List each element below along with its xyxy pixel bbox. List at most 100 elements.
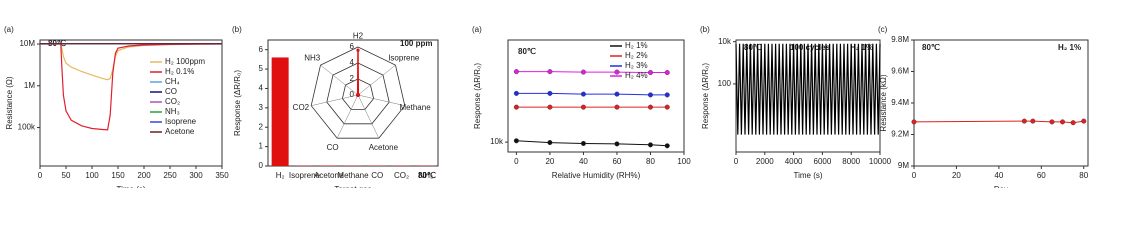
radar-spoke xyxy=(336,94,359,139)
x-tick-label: 50 xyxy=(62,171,71,180)
x-tick-label: 0 xyxy=(734,157,739,166)
marker xyxy=(547,104,553,110)
radar-axis-label: CO xyxy=(327,143,339,152)
marker xyxy=(580,69,586,75)
marker xyxy=(580,140,586,146)
marker xyxy=(547,90,553,96)
x-tick-label: 8000 xyxy=(842,157,860,166)
marker xyxy=(547,140,553,146)
radar-ring xyxy=(310,46,406,139)
x-tick-label: 0 xyxy=(514,157,519,166)
radar-ring xyxy=(326,62,390,125)
marker xyxy=(647,92,653,98)
series-line xyxy=(516,140,668,147)
marker xyxy=(1030,118,1036,124)
marker xyxy=(664,70,670,76)
x-tick-label: 200 xyxy=(137,171,151,180)
panel-label: (a) xyxy=(4,25,14,34)
legend-label: Acetone xyxy=(165,127,195,136)
legend-label: H₂ 1% xyxy=(625,41,648,50)
x-tick-label: 150 xyxy=(111,171,125,180)
x-tick-label: 10000 xyxy=(869,157,892,166)
panel-label: (c) xyxy=(878,25,888,34)
y-tick-label: 100 xyxy=(718,79,732,88)
marker xyxy=(1081,118,1087,124)
radar-axis-label: CO2 xyxy=(293,103,310,112)
y-tick-label: 0 xyxy=(259,161,264,170)
x-tick-label: 0 xyxy=(38,171,43,180)
legend-label: H₂ 2% xyxy=(625,51,648,60)
marker xyxy=(513,104,519,110)
x-axis-label: Time (s) xyxy=(793,171,822,180)
marker xyxy=(1021,118,1027,124)
x-tick-label: Methane xyxy=(337,171,369,180)
y-tick-label: 9.6M xyxy=(891,67,909,76)
x-tick-label: 350 xyxy=(215,171,229,180)
x-tick-label: 300 xyxy=(189,171,203,180)
legend-label: CH₄ xyxy=(165,77,180,86)
x-tick-label: 0 xyxy=(912,171,917,180)
y-tick-label: 9.2M xyxy=(891,130,909,139)
x-tick-label: Acetone xyxy=(314,171,344,180)
y-axis-label: Response (ΔR/R₀) xyxy=(473,63,482,129)
legend-label: NH₃ xyxy=(165,107,180,116)
marker xyxy=(513,69,519,75)
x-tick-label: 60 xyxy=(612,157,621,166)
legend-label: Isoprene xyxy=(165,117,197,126)
marker xyxy=(664,143,670,149)
y-tick-label: 9.8M xyxy=(891,35,909,44)
x-axis-label: Relative Humidity (RH%) xyxy=(552,171,641,180)
panel-label: (a) xyxy=(472,25,482,34)
radar-spoke xyxy=(357,94,405,106)
legend-label: CO xyxy=(165,87,177,96)
plot-frame xyxy=(913,39,1089,167)
x-tick-label: NH₃ xyxy=(418,171,433,180)
x-tick-label: 20 xyxy=(952,171,961,180)
marker xyxy=(664,104,670,110)
x-tick-label: CO₂ xyxy=(394,171,409,180)
radar-point xyxy=(356,48,360,52)
marker xyxy=(580,104,586,110)
y-axis-label: Resistance (Ω) xyxy=(5,76,14,129)
legend-label: H₂ 100ppm xyxy=(165,57,205,66)
radar-spoke xyxy=(357,64,396,96)
y-tick-label: 2 xyxy=(259,122,264,131)
y-tick-label: 9M xyxy=(898,161,909,170)
x-tick-label: 6000 xyxy=(814,157,832,166)
x-tick-label: 100 xyxy=(677,157,691,166)
bar xyxy=(271,57,289,167)
radar-tick-label: 2 xyxy=(350,74,355,83)
y-tick-label: 9.4M xyxy=(891,98,909,107)
plot-frame xyxy=(39,39,223,167)
y-tick-label: 4 xyxy=(259,84,264,93)
y-tick-label: 10k xyxy=(490,137,504,146)
marker xyxy=(547,69,553,75)
radar-axis-label: Isoprene xyxy=(388,54,420,63)
annotation: 80℃ xyxy=(744,43,762,52)
annotation: 100 ppm xyxy=(400,39,432,48)
marker xyxy=(647,104,653,110)
x-tick-label: 100 xyxy=(85,171,99,180)
radar-spoke xyxy=(357,94,380,139)
x-tick-label: 60 xyxy=(1037,171,1046,180)
x-tick-label: Isoprene xyxy=(289,171,321,180)
x-tick-label: 80 xyxy=(646,157,655,166)
x-axis-label: Target gas xyxy=(334,185,371,188)
radar-area xyxy=(356,50,360,97)
radar-axis-label: NH3 xyxy=(304,54,321,63)
radar-axis-label: Methane xyxy=(400,103,432,112)
annotation: 80℃ xyxy=(518,47,536,56)
y-tick-label: 10M xyxy=(19,39,35,48)
annotation: 80℃ xyxy=(922,43,940,52)
legend-label: H₂ 0.1% xyxy=(165,67,194,76)
marker xyxy=(911,119,917,125)
x-tick-label: 4000 xyxy=(785,157,803,166)
legend-label: H₂ 4% xyxy=(625,71,648,80)
marker xyxy=(647,142,653,148)
y-tick-label: 1M xyxy=(24,81,35,90)
marker xyxy=(1060,119,1066,125)
marker xyxy=(513,90,519,96)
x-axis-label: Day xyxy=(994,185,1008,188)
y-tick-label: 5 xyxy=(259,64,264,73)
radar-axis-label: Acetone xyxy=(369,143,399,152)
